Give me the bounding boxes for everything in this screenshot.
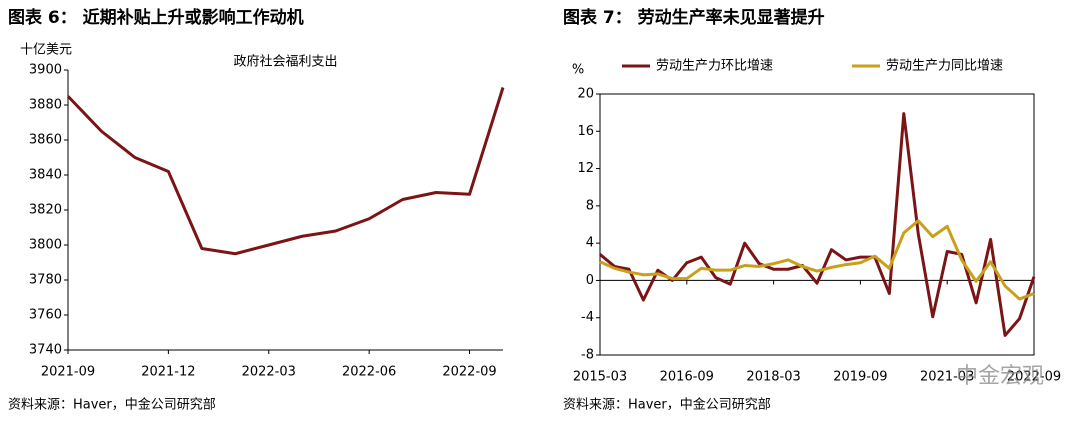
legend-label: 政府社会福利支出 (233, 54, 337, 70)
series-line (599, 219, 1035, 301)
x-tick-label: 2015-03 (573, 370, 627, 385)
x-tick-label: 2022-06 (342, 365, 396, 380)
y-tick-label: 3780 (29, 273, 62, 288)
y-tick-label: 8 (586, 198, 594, 213)
x-tick-label: 2022-09 (1007, 370, 1061, 385)
y-tick-label: 3800 (29, 238, 62, 253)
y-tick-label: 3880 (29, 98, 62, 113)
legend-label: 劳动生产力同比增速 (886, 58, 1003, 74)
y-tick-label: -8 (581, 348, 594, 363)
x-tick-label: 2021-09 (41, 365, 95, 380)
y-tick-label: 20 (577, 87, 594, 102)
chart-title: 图表 6： 近期补贴上升或影响工作动机 (8, 7, 304, 28)
plot-frame (599, 93, 1035, 356)
y-axis-label: 十亿美元 (20, 43, 72, 58)
x-tick-label: 2022-09 (442, 365, 496, 380)
x-tick-label: 2022-03 (242, 365, 296, 380)
y-tick-label: 4 (586, 236, 594, 251)
x-tick-label: 2021-12 (141, 365, 195, 380)
y-tick-label: 3900 (29, 63, 62, 78)
y-tick-label: 3840 (29, 168, 62, 183)
series-line (66, 87, 505, 256)
y-tick-label: 3820 (29, 203, 62, 218)
y-tick-label: 12 (577, 161, 594, 176)
x-tick-label: 2018-03 (746, 370, 800, 385)
chart-title: 图表 7： 劳动生产率未见显著提升 (563, 7, 825, 28)
y-tick-label: -4 (581, 310, 594, 325)
y-tick-label: 3760 (29, 308, 62, 323)
x-tick-label: 2021-03 (920, 370, 974, 385)
x-tick-label: 2019-09 (833, 370, 887, 385)
x-tick-label: 2016-09 (660, 370, 714, 385)
legend-label: 劳动生产力环比增速 (656, 58, 773, 74)
y-axis-label: % (572, 63, 584, 78)
y-tick-label: 0 (586, 273, 594, 288)
source: 资料来源：Haver，中金公司研究部 (563, 397, 771, 413)
series-line (599, 112, 1036, 337)
y-tick-label: 16 (577, 124, 594, 139)
y-tick-label: 3860 (29, 133, 62, 148)
source: 资料来源：Haver，中金公司研究部 (8, 397, 216, 413)
y-tick-label: 3740 (29, 343, 62, 358)
watermark: 中金宏观 (956, 364, 1044, 389)
